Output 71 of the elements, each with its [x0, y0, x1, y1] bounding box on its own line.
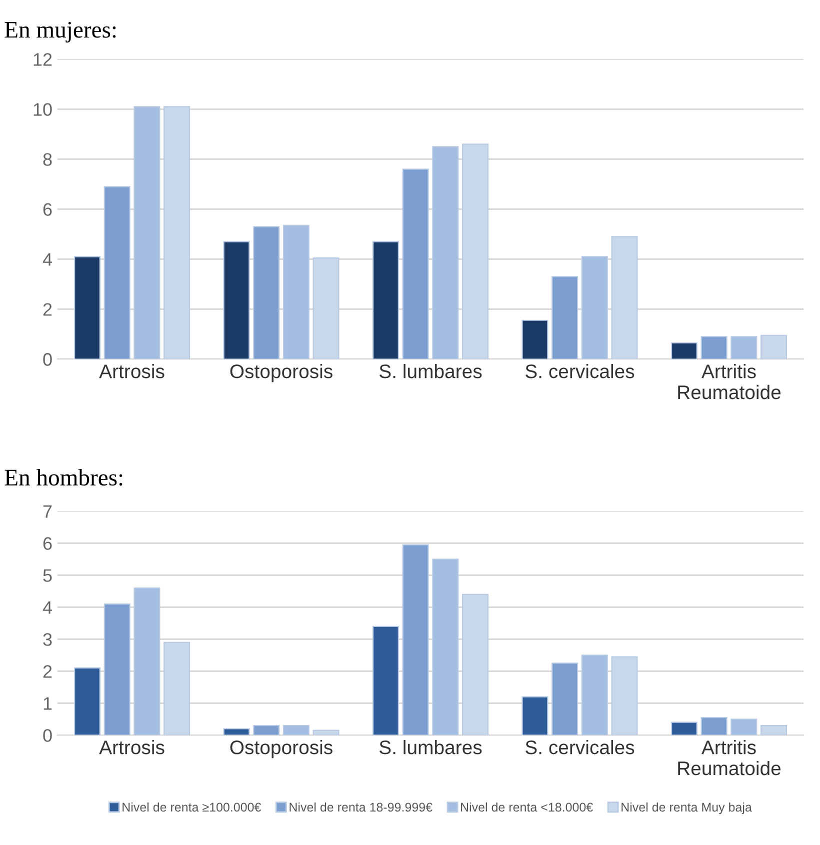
- bar: [552, 276, 578, 360]
- bar: [611, 656, 638, 736]
- y-tick-label: 4: [42, 601, 52, 614]
- y-tick-label: 2: [43, 665, 52, 678]
- bar: [253, 725, 280, 736]
- y-tick-label: 12: [34, 53, 52, 66]
- bar: [372, 626, 399, 736]
- y-tick-label: 6: [43, 203, 52, 216]
- bar: [402, 168, 429, 360]
- bar: [670, 342, 698, 360]
- bar: [581, 256, 608, 360]
- y-tick-label: 6: [43, 537, 52, 550]
- y-tick-label: 10: [34, 103, 52, 116]
- x-tick-label: S. lumbares: [380, 364, 482, 378]
- x-tick-label: S. cervicales: [526, 364, 634, 378]
- bar: [432, 558, 459, 736]
- legend-label: Nivel de renta <18.000€: [461, 802, 593, 812]
- bar: [223, 241, 250, 360]
- legend-label: Nivel de renta 18-99.999€: [290, 802, 432, 812]
- bar: [700, 336, 728, 360]
- x-tick-label: S. cervicales: [526, 740, 634, 754]
- bar: [223, 728, 250, 736]
- bar: [253, 226, 280, 360]
- x-tick-label: Artritis Reumatoide: [678, 364, 781, 400]
- bar: [730, 718, 758, 736]
- y-tick-label: 5: [43, 569, 52, 582]
- y-tick-label: 0: [43, 353, 52, 366]
- bar: [730, 336, 758, 360]
- bar: [134, 106, 160, 360]
- y-tick-label: 8: [43, 153, 52, 166]
- bar: [134, 587, 160, 736]
- x-tick-label: Artritis Reumatoide: [678, 740, 781, 776]
- x-tick-label: Artrosis: [99, 740, 164, 754]
- y-tick-label: 3: [43, 633, 52, 646]
- bar: [164, 106, 190, 360]
- bar: [462, 594, 489, 736]
- y-tick-label: 0: [43, 729, 52, 742]
- bar: [312, 257, 340, 360]
- bar: [462, 144, 489, 360]
- bar: [282, 725, 310, 736]
- bar: [312, 730, 340, 736]
- bar: [74, 667, 100, 736]
- bar: [581, 654, 608, 736]
- bar: [760, 725, 787, 736]
- bar: [104, 186, 130, 360]
- bar: [74, 256, 100, 360]
- x-tick-label: S. lumbares: [380, 740, 482, 754]
- y-tick-label: 4: [42, 253, 52, 266]
- bar: [282, 224, 310, 360]
- bar: [760, 334, 787, 360]
- y-tick-label: 1: [44, 697, 52, 710]
- bar: [402, 544, 429, 736]
- legend-label: Nivel de renta ≥100.000€: [122, 802, 262, 812]
- chart-title: En mujeres:: [4, 22, 116, 43]
- bar: [611, 236, 638, 360]
- bar: [164, 642, 190, 736]
- bar: [552, 662, 578, 736]
- y-tick-label: 7: [43, 505, 52, 518]
- x-tick-label: Artrosis: [99, 364, 164, 378]
- bar: [372, 241, 399, 360]
- y-tick-label: 2: [43, 303, 52, 316]
- legend-label: Nivel de renta Muy baja: [622, 802, 752, 814]
- bar: [700, 717, 728, 736]
- bar: [670, 722, 698, 736]
- x-tick-label: Ostoporosis: [230, 364, 332, 382]
- x-tick-label: Ostoporosis: [230, 740, 332, 758]
- bar: [522, 320, 548, 360]
- bar: [432, 146, 459, 360]
- bar: [522, 696, 548, 736]
- chart-title: En hombres:: [4, 468, 122, 486]
- bar: [104, 603, 130, 736]
